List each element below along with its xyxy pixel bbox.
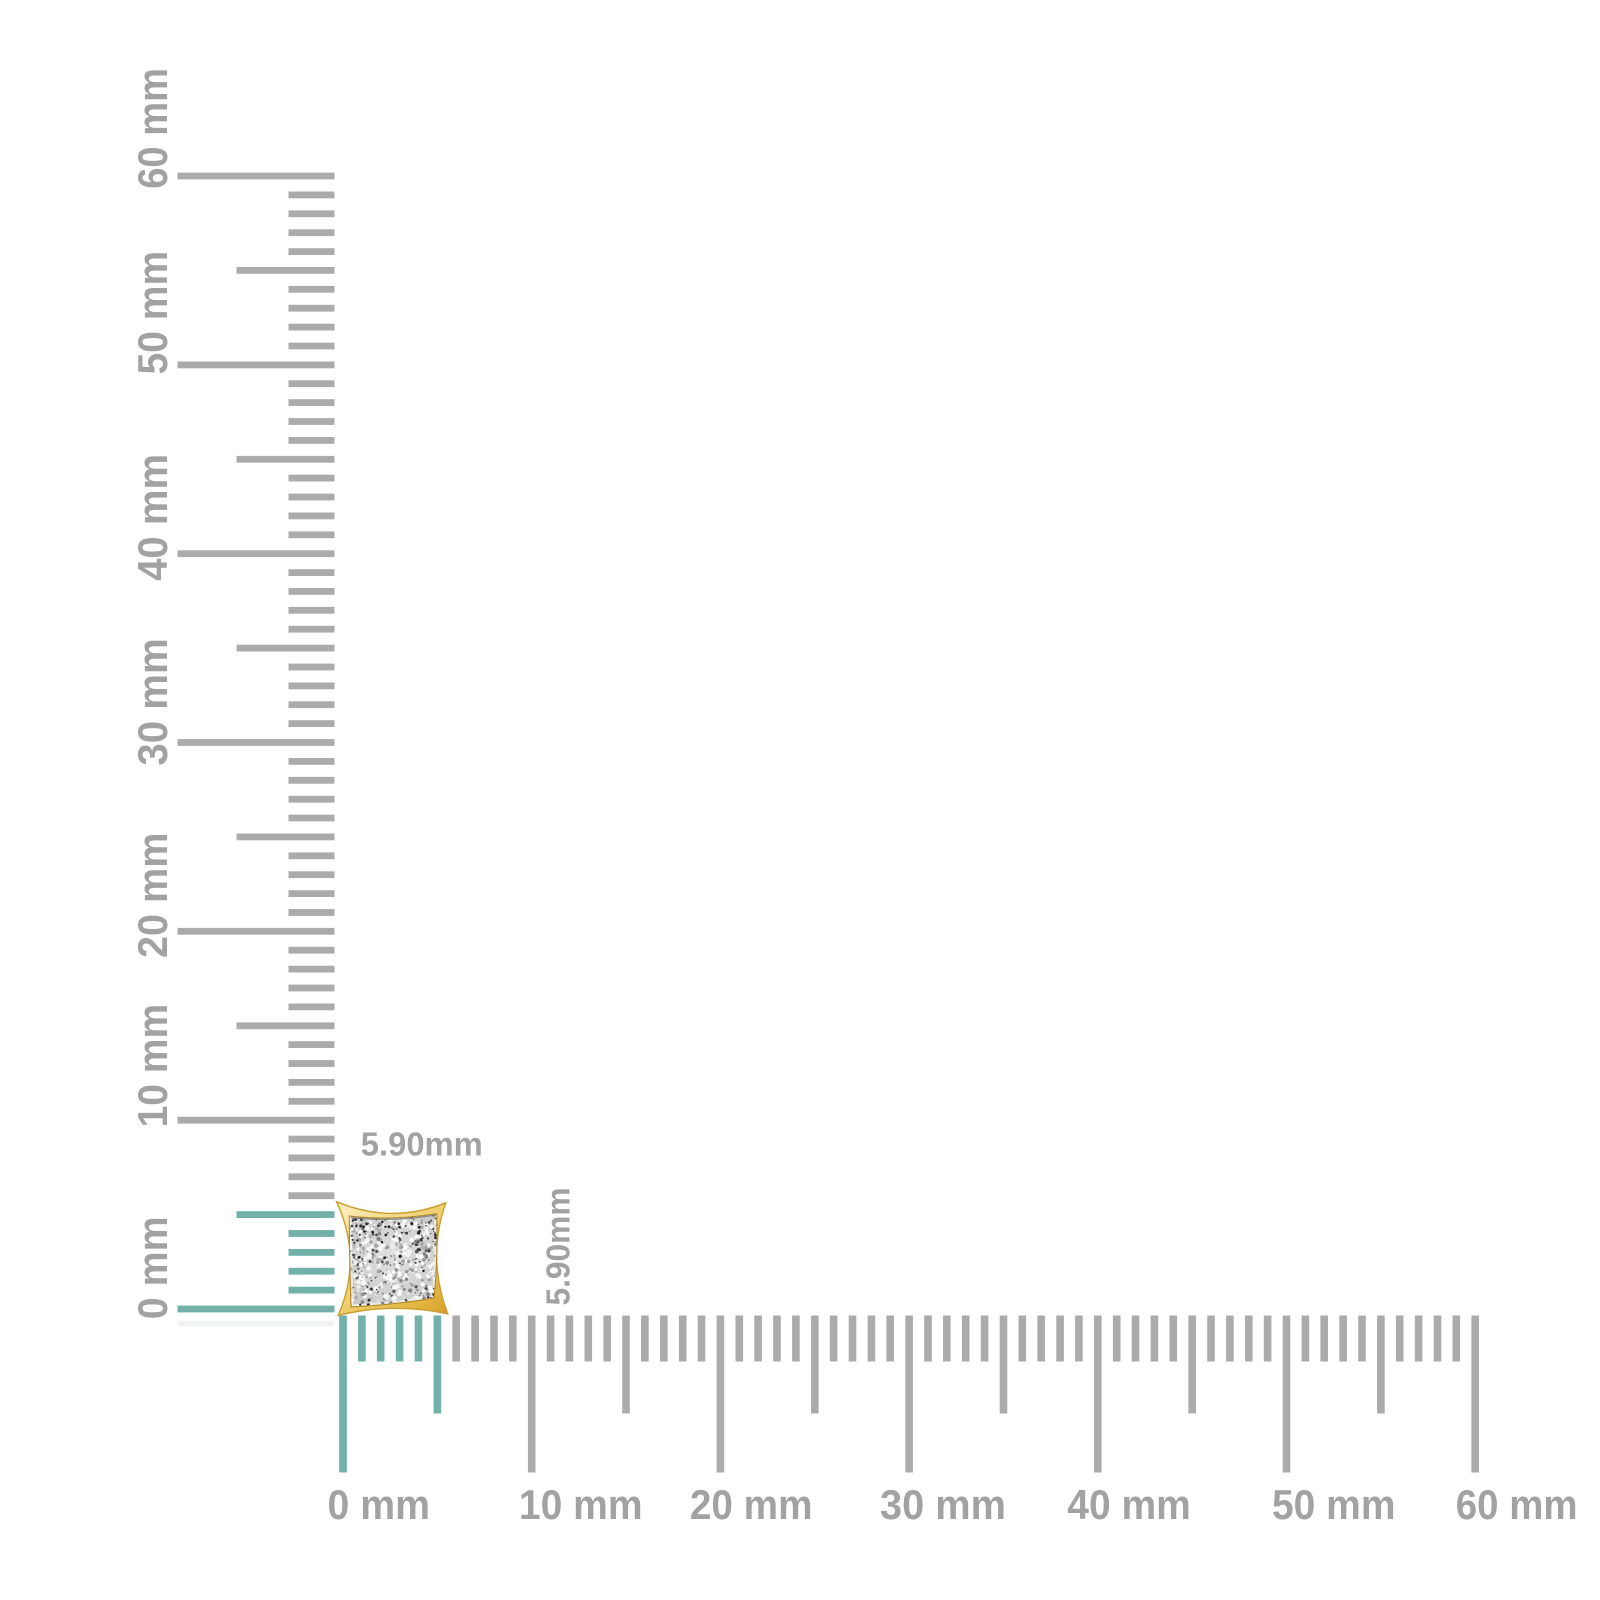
svg-text:40 mm: 40 mm	[129, 454, 176, 581]
svg-text:20 mm: 20 mm	[690, 1481, 813, 1528]
svg-text:5.90mm: 5.90mm	[541, 1188, 578, 1306]
svg-text:60 mm: 60 mm	[1456, 1481, 1578, 1528]
svg-text:30 mm: 30 mm	[880, 1481, 1006, 1528]
svg-text:30 mm: 30 mm	[129, 638, 176, 765]
svg-text:20 mm: 20 mm	[129, 833, 176, 959]
svg-text:60 mm: 60 mm	[129, 68, 176, 189]
svg-text:0 mm: 0 mm	[129, 1216, 176, 1319]
svg-text:5.90mm: 5.90mm	[361, 1127, 483, 1164]
svg-text:40 mm: 40 mm	[1067, 1481, 1191, 1528]
svg-text:50 mm: 50 mm	[1272, 1481, 1396, 1528]
svg-text:10 mm: 10 mm	[129, 1004, 176, 1128]
svg-text:10 mm: 10 mm	[519, 1481, 643, 1528]
svg-text:50 mm: 50 mm	[129, 251, 176, 375]
svg-text:0 mm: 0 mm	[328, 1481, 431, 1528]
